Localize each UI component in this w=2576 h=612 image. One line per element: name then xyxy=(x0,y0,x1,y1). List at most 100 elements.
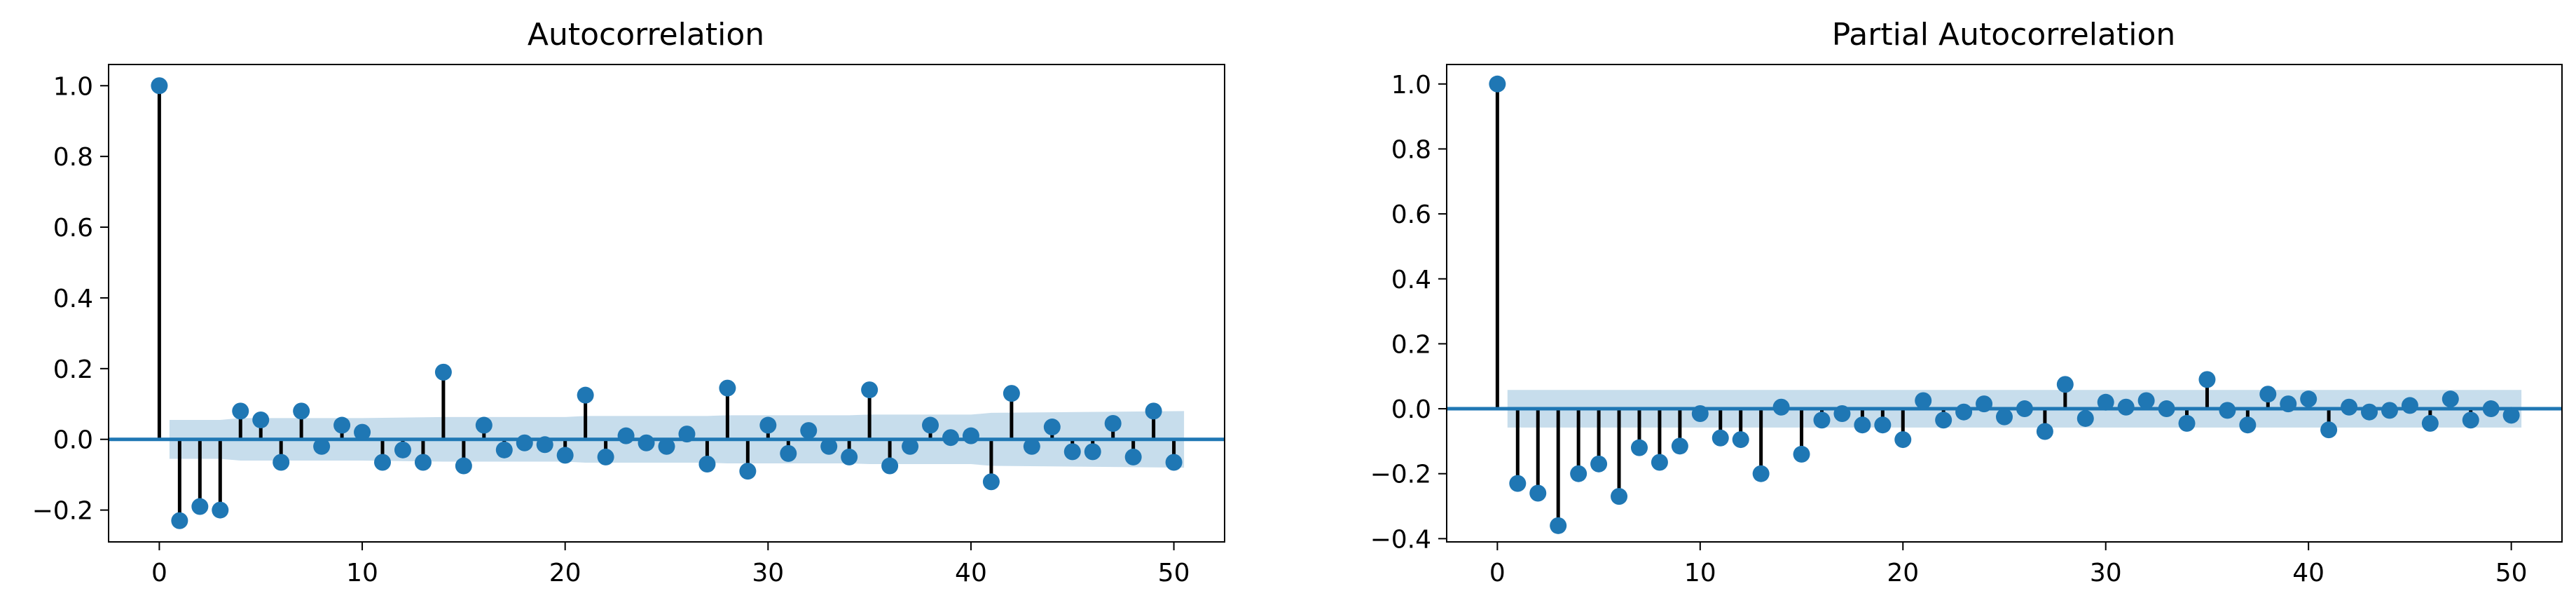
acf-marker xyxy=(293,402,310,420)
pacf-marker xyxy=(1509,475,1527,492)
acf-y-tick-label: −0.2 xyxy=(32,497,93,526)
acf-marker xyxy=(151,77,168,95)
acf-x-tick-label: 20 xyxy=(549,559,581,587)
pacf-marker xyxy=(2198,371,2216,388)
acf-marker xyxy=(232,402,249,420)
acf-marker xyxy=(597,448,614,465)
acf-marker xyxy=(252,411,270,428)
acf-marker xyxy=(313,437,331,455)
pacf-marker xyxy=(2300,390,2317,408)
acf-marker xyxy=(536,436,553,454)
pacf-y-tick-label: 0.4 xyxy=(1391,266,1431,294)
pacf-marker xyxy=(1955,403,1973,421)
acf-y-tick-label: 0.2 xyxy=(53,355,93,384)
acf-marker xyxy=(617,427,635,444)
pacf-marker xyxy=(1590,455,1608,472)
acf-y-tick-label: 0.8 xyxy=(53,143,93,172)
acf-y-tick-label: 0.0 xyxy=(53,426,93,455)
pacf-marker xyxy=(2441,390,2459,408)
acf-marker xyxy=(1063,443,1081,461)
pacf-marker xyxy=(1793,445,1810,463)
acf-marker xyxy=(800,422,818,440)
acf-marker xyxy=(556,447,574,464)
pacf-marker xyxy=(1550,517,1567,534)
acf-marker xyxy=(1023,437,1040,455)
acf-axes-frame xyxy=(108,64,1225,543)
pacf-y-tick-label: 1.0 xyxy=(1391,71,1431,100)
acf-marker xyxy=(516,434,533,451)
acf-x-tick-label: 0 xyxy=(151,559,167,587)
acf-marker xyxy=(759,416,777,434)
pacf-y-tick-label: 0.6 xyxy=(1391,200,1431,229)
pacf-marker xyxy=(2361,403,2378,421)
pacf-y-tick-label: 0.2 xyxy=(1391,330,1431,359)
pacf-marker xyxy=(2219,402,2236,419)
acf-marker xyxy=(861,381,879,399)
pacf-y-tick-label: 0.8 xyxy=(1391,135,1431,164)
acf-marker xyxy=(273,454,290,471)
acf-y-tick-label: 0.6 xyxy=(53,214,93,243)
acf-marker xyxy=(171,512,188,529)
acf-marker xyxy=(881,457,899,475)
pacf-x-tick-label: 30 xyxy=(2090,559,2122,587)
pacf-marker xyxy=(1874,416,1892,434)
pacf-marker xyxy=(1630,439,1648,456)
acf-y-tick-label: 1.0 xyxy=(53,72,93,101)
acf-marker xyxy=(698,456,716,473)
pacf-marker xyxy=(2097,393,2114,411)
acf-marker xyxy=(1104,415,1122,433)
pacf-marker xyxy=(1651,454,1668,471)
partial-autocorrelation-panel: Partial Autocorrelation 0 10 20 30 40 50 −0.4 −… xyxy=(1370,17,2563,587)
acf-x-tick-label: 40 xyxy=(955,559,987,587)
pacf-marker xyxy=(2320,421,2338,439)
acf-marker xyxy=(739,463,757,480)
acf-x-tick-label: 30 xyxy=(752,559,784,587)
pacf-marker xyxy=(1894,431,1912,449)
pacf-marker xyxy=(2117,398,2135,416)
pacf-marker xyxy=(2137,392,2155,409)
pacf-marker xyxy=(1833,405,1851,423)
acf-marker xyxy=(962,427,979,444)
acf-marker xyxy=(212,501,229,519)
pacf-marker xyxy=(2341,398,2358,416)
acf-marker xyxy=(434,363,452,381)
pacf-marker xyxy=(1772,398,1790,416)
pacf-marker xyxy=(1996,408,2013,426)
pacf-marker xyxy=(1489,75,1506,93)
pacf-marker xyxy=(2421,414,2439,432)
acf-marker xyxy=(922,416,939,434)
acf-marker xyxy=(1165,454,1183,471)
pacf-marker xyxy=(2056,376,2074,393)
autocorrelation-panel: Autocorrelation 0 10 20 30 40 50 −0.2 0.0 0.2 0.4… xyxy=(32,17,1225,587)
acf-marker xyxy=(333,416,351,434)
autocorrelation-title: Autocorrelation xyxy=(528,17,764,53)
acf-marker xyxy=(820,437,838,455)
pacf-marker xyxy=(2502,407,2520,424)
pacf-marker xyxy=(1711,429,1729,447)
pacf-marker xyxy=(1529,484,1547,502)
pacf-marker xyxy=(1752,465,1770,482)
acf-marker xyxy=(841,448,858,465)
pacf-marker xyxy=(2381,402,2398,419)
pacf-marker xyxy=(1732,431,1749,449)
pacf-marker xyxy=(2076,409,2094,427)
pacf-marker xyxy=(1671,437,1688,455)
acf-marker xyxy=(638,434,655,451)
acf-marker xyxy=(1003,385,1020,402)
pacf-x-tick-label: 0 xyxy=(1489,559,1506,587)
acf-marker xyxy=(658,437,675,455)
pacf-marker xyxy=(1976,395,1993,413)
acf-marker xyxy=(414,454,432,471)
acf-x-tick-label: 10 xyxy=(346,559,378,587)
acf-marker xyxy=(719,379,736,397)
acf-marker xyxy=(780,444,797,462)
partial-autocorrelation-plot-area: 0 10 20 30 40 50 −0.4 −0.2 0.0 0.2 0.4 0.6 0.8 1.0 xyxy=(1370,64,2563,587)
pacf-y-tick-label: −0.4 xyxy=(1370,525,1431,554)
pacf-marker xyxy=(1935,412,1952,429)
pacf-marker xyxy=(1854,416,1871,434)
pacf-x-tick-label: 20 xyxy=(1887,559,1919,587)
pacf-marker xyxy=(2036,423,2053,440)
pacf-marker xyxy=(2016,400,2033,418)
acf-marker xyxy=(475,416,493,434)
pacf-x-tick-label: 50 xyxy=(2495,559,2528,587)
